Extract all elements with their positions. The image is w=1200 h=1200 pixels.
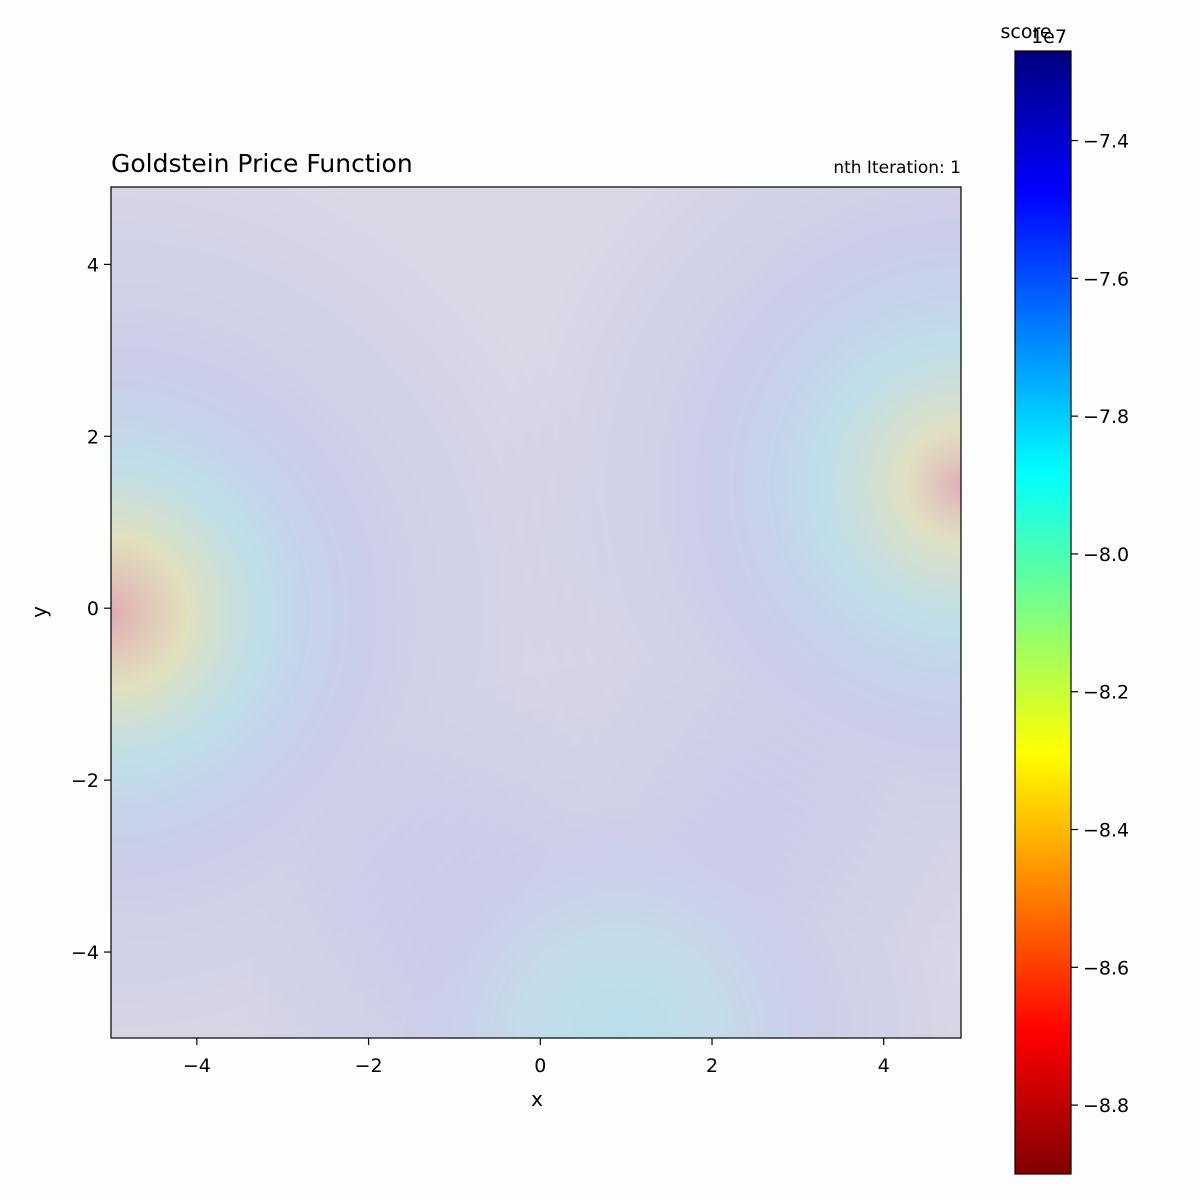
x-tick-label: 2 <box>706 1055 718 1077</box>
colorbar-tick-label: −7.6 <box>1083 268 1129 290</box>
colorbar: −7.4 −7.6 −7.8 −8.0 −8.2 −8.4 −8.6 −8.8 score 1… <box>1000 21 1129 1175</box>
x-tick-label: −4 <box>183 1055 211 1077</box>
y-axis: −4 −2 0 2 4 <box>71 254 111 964</box>
colorbar-tick-label: −7.8 <box>1083 406 1129 428</box>
y-tick-label: 4 <box>87 254 99 276</box>
plot-area <box>110 186 962 1039</box>
x-tick-label: −2 <box>355 1055 383 1077</box>
x-tick-label: 4 <box>878 1055 890 1077</box>
chart-title: Goldstein Price Function <box>111 149 413 178</box>
colorbar-label: score <box>1000 21 1051 43</box>
y-tick-label: 2 <box>87 426 99 448</box>
colorbar-tick-label: −8.0 <box>1083 544 1129 566</box>
colorbar-offset-text: 1e7 <box>1031 26 1067 48</box>
y-tick-label: −2 <box>71 770 99 792</box>
y-tick-label: −4 <box>71 942 99 964</box>
colorbar-frame <box>1014 50 1072 1175</box>
colorbar-tick-label: −8.8 <box>1083 1095 1129 1117</box>
x-axis-label: x <box>531 1087 543 1111</box>
colorbar-tick-label: −7.4 <box>1083 131 1129 153</box>
x-tick-label: 0 <box>534 1055 546 1077</box>
colorbar-tick-label: −8.2 <box>1083 682 1129 704</box>
heatmap-region-bottom <box>111 187 961 1038</box>
colorbar-tick-label: −8.4 <box>1083 820 1129 842</box>
iteration-label: nth Iteration: 1 <box>833 158 961 178</box>
y-axis-label: y <box>27 606 51 618</box>
y-tick-label: 0 <box>87 598 99 620</box>
plot-frame <box>110 186 962 1039</box>
colorbar-ticks: −7.4 −7.6 −7.8 −8.0 −8.2 −8.4 −8.6 −8.8 <box>1071 131 1129 1117</box>
x-axis: −4 −2 0 2 4 <box>183 1038 890 1077</box>
colorbar-tick-label: −8.6 <box>1083 957 1129 979</box>
colorbar-gradient <box>1015 51 1071 1174</box>
